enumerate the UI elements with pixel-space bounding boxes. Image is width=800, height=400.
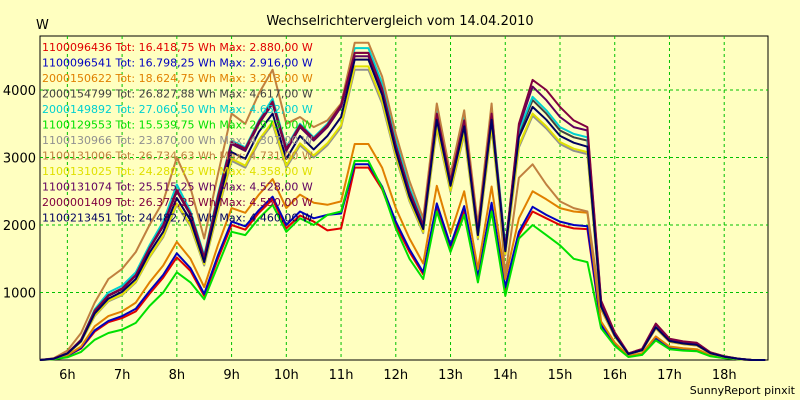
y-tick-label: 3000: [3, 152, 36, 167]
x-tick-label: 8h: [169, 368, 186, 383]
credit-label: SunnyReport pinxit: [690, 384, 796, 397]
x-tick-label: 7h: [114, 368, 131, 383]
x-tick-label: 15h: [548, 368, 573, 383]
y-tick-label: 2000: [3, 219, 36, 234]
legend-entry-12: 1100213451 Tot: 24.482,75 Wh Max: 4.460,…: [42, 212, 313, 225]
legend-entry-4: 2000154799 Tot: 26.827,88 Wh Max: 4.617,…: [42, 88, 313, 101]
y-unit-label: W: [36, 18, 49, 33]
x-tick-label: 17h: [657, 368, 682, 383]
legend-entry-6: 1100129553 Tot: 15.539,75 Wh Max: 2.973,…: [42, 119, 313, 132]
legend-entry-11: 2000001409 Tot: 26.373,25 Wh Max: 4.550,…: [42, 196, 313, 209]
x-tick-label: 9h: [223, 368, 240, 383]
x-tick-label: 10h: [274, 368, 299, 383]
y-tick-label: 4000: [3, 84, 36, 99]
legend-entry-7: 1100130966 Tot: 23.870,00 Wh Max: 4.307,…: [42, 134, 313, 147]
x-tick-label: 6h: [59, 368, 76, 383]
x-tick-label: 11h: [329, 368, 354, 383]
x-tick-label: 16h: [602, 368, 627, 383]
x-tick-label: 18h: [712, 368, 737, 383]
series-line-12: [39, 58, 766, 361]
series-line-3: [39, 143, 766, 361]
legend-entry-10: 1100131074 Tot: 25.515,25 Wh Max: 4.528,…: [42, 181, 313, 194]
x-tick-label: 13h: [438, 368, 463, 383]
legend-entry-8: 1100131006 Tot: 26.734,63 Wh Max: 4.731,…: [42, 150, 313, 163]
series-line-6: [39, 159, 766, 361]
chart-title: Wechselrichtervergleich vom 14.04.2010: [266, 14, 533, 29]
legend-entry-9: 1100131025 Tot: 24.280,75 Wh Max: 4.358,…: [42, 165, 313, 178]
y-tick-label: 1000: [3, 287, 36, 302]
legend-entry-2: 1100096541 Tot: 16.798,25 Wh Max: 2.916,…: [42, 57, 313, 70]
legend-entry-3: 2000150622 Tot: 18.624,75 Wh Max: 3.213,…: [42, 72, 313, 85]
legend-entry-1: 1100096436 Tot: 16.418,75 Wh Max: 2.880,…: [42, 41, 313, 54]
x-tick-label: 14h: [493, 368, 518, 383]
legend-entry-5: 2000149892 Tot: 27.060,50 Wh Max: 4.652,…: [42, 103, 313, 116]
x-tick-label: 12h: [383, 368, 408, 383]
plot-area: 1000 2000 3000 4000 6h 7h 8h 9h 10h 11h 12h 13h 14h 1…: [3, 35, 769, 383]
